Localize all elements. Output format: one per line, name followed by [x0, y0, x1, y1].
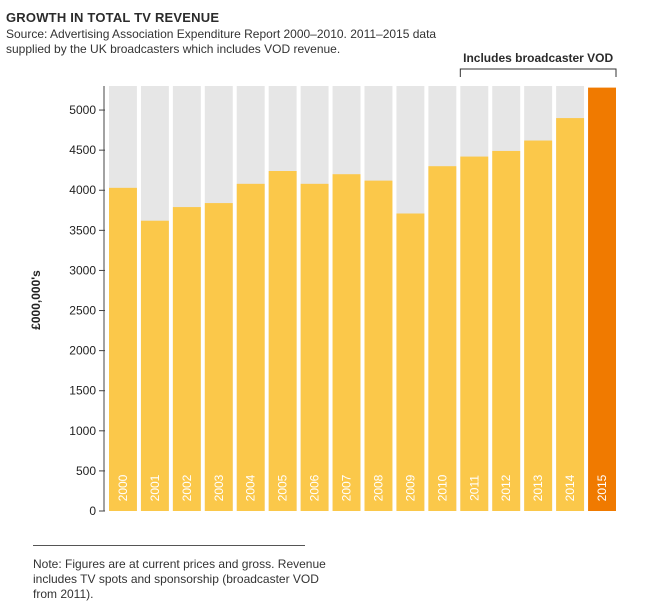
bar-2004 — [236, 183, 265, 511]
chart-note: Note: Figures are at current prices and … — [33, 557, 326, 601]
bar-2002 — [172, 207, 201, 511]
bar-label-2008: 2008 — [371, 474, 385, 501]
bar-2014 — [556, 118, 585, 511]
bar-2013 — [524, 140, 553, 511]
y-tick-label-3500: 3500 — [69, 223, 96, 237]
bar-2007 — [332, 174, 361, 511]
y-axis-title: £000,000's — [29, 270, 43, 330]
bar-label-2009: 2009 — [403, 474, 417, 501]
y-tick-label-4000: 4000 — [69, 183, 96, 197]
y-tick-label-500: 500 — [76, 464, 96, 478]
bar-label-2015: 2015 — [595, 474, 609, 501]
bar-2015 — [588, 87, 616, 512]
chart-subtitle: Source: Advertising Association Expendit… — [6, 27, 437, 56]
bar-label-2014: 2014 — [563, 474, 577, 501]
y-tick-label-2500: 2500 — [69, 304, 96, 318]
bar-2012 — [492, 150, 521, 512]
y-tick-label-2000: 2000 — [69, 344, 96, 358]
bar-label-2001: 2001 — [148, 474, 162, 501]
bar-label-2010: 2010 — [435, 474, 449, 501]
y-tick-label-1500: 1500 — [69, 384, 96, 398]
bar-label-2013: 2013 — [531, 474, 545, 501]
bar-2009 — [396, 213, 425, 511]
bar-label-2000: 2000 — [116, 474, 130, 501]
bar-label-2003: 2003 — [212, 474, 226, 501]
y-tick-label-4500: 4500 — [69, 143, 96, 157]
bar-2000 — [109, 187, 137, 511]
bar-label-2011: 2011 — [467, 475, 481, 501]
bar-label-2002: 2002 — [180, 474, 194, 501]
bar-label-2005: 2005 — [276, 474, 290, 501]
bar-2003 — [204, 203, 233, 511]
annotation-label: Includes broadcaster VOD — [463, 51, 613, 65]
bar-label-2006: 2006 — [308, 474, 322, 501]
bar-2010 — [428, 166, 457, 512]
annotation-bracket — [459, 68, 617, 77]
bar-label-2007: 2007 — [340, 474, 354, 501]
bar-label-2012: 2012 — [499, 474, 513, 501]
bar-2001 — [140, 220, 169, 511]
chart-title: GROWTH IN TOTAL TV REVENUE — [6, 10, 220, 25]
y-tick-label-0: 0 — [89, 504, 96, 518]
note-divider — [33, 545, 305, 546]
bar-2006 — [300, 183, 329, 511]
y-tick-label-1000: 1000 — [69, 424, 96, 438]
bar-2005 — [268, 171, 297, 511]
y-tick-label-5000: 5000 — [69, 103, 96, 117]
bar-2008 — [364, 180, 393, 512]
bar-label-2004: 2004 — [244, 474, 258, 501]
bar-2011 — [460, 156, 489, 511]
y-tick-label-3000: 3000 — [69, 263, 96, 277]
